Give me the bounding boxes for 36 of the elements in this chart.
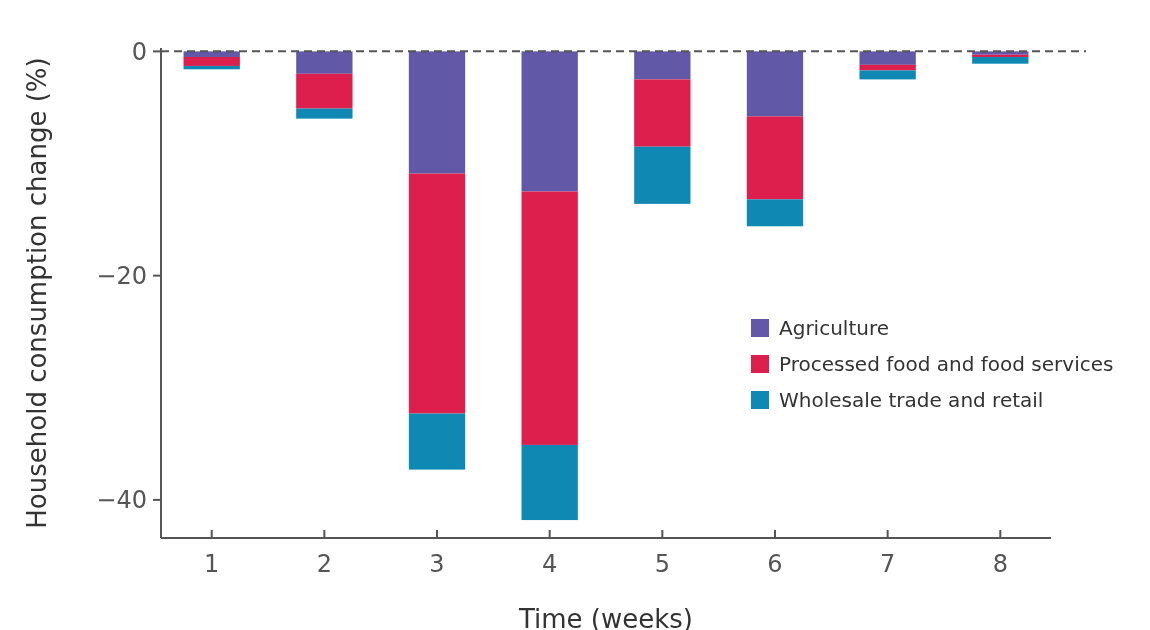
x-tick-label: 2 [316,550,332,578]
bar [296,51,353,74]
bar [859,70,916,80]
bar [521,191,578,445]
bar [859,51,916,65]
bar [183,56,240,66]
legend-label: Processed food and food services [779,352,1114,376]
bar [746,51,804,117]
bar [183,51,240,57]
bar [746,199,804,227]
x-tick-label: 1 [204,550,220,578]
y-tick-label: −20 [96,262,147,291]
bar [859,64,916,71]
x-tick-label: 7 [880,550,896,578]
x-tick-label: 5 [654,550,670,578]
bar [296,73,353,109]
bar [296,108,353,119]
legend-label: Wholesale trade and retail [779,388,1044,412]
bar [521,51,578,192]
bar [408,51,466,174]
bar [521,444,578,521]
bar [634,79,691,147]
bar [408,173,466,414]
y-tick-label: −40 [96,486,147,515]
bar [408,413,466,470]
bar [634,146,691,204]
x-tick-label: 8 [992,550,1008,578]
bar [634,51,691,80]
y-axis-title: Household consumption change (%) [22,57,52,529]
x-tick-label: 6 [767,550,783,578]
bar [972,56,1029,64]
y-tick-label: 0 [131,37,147,66]
x-tick-label: 3 [429,550,445,578]
legend-label: Agriculture [779,316,889,340]
bar [746,116,804,200]
x-tick-label: 4 [542,550,558,578]
